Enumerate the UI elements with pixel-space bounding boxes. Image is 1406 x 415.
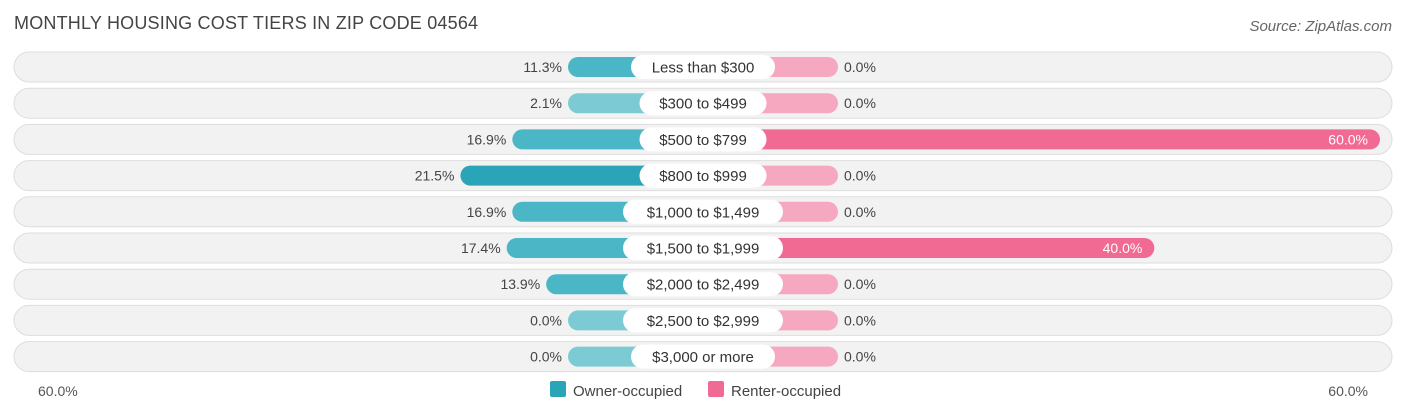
value-label-renter: 60.0% — [1328, 131, 1368, 147]
value-label-renter: 0.0% — [844, 349, 876, 365]
value-label-owner: 16.9% — [467, 204, 507, 220]
value-label-renter: 40.0% — [1103, 240, 1143, 256]
value-label-owner: 17.4% — [461, 240, 501, 256]
legend-label-owner: Owner-occupied — [573, 383, 682, 400]
category-pill — [623, 199, 783, 224]
category-label: $2,500 to $2,999 — [647, 313, 760, 330]
chart-source: Source: ZipAtlas.com — [1249, 18, 1392, 35]
bar-renter — [703, 238, 1155, 258]
category-pill — [623, 272, 783, 297]
bar-renter — [703, 129, 1380, 150]
value-label-owner: 13.9% — [500, 276, 540, 292]
value-label-owner: 16.9% — [467, 131, 507, 147]
category-label: $3,000 or more — [652, 349, 754, 366]
value-label-renter: 0.0% — [844, 59, 876, 75]
value-label-owner: 11.3% — [523, 59, 562, 75]
category-label: $800 to $999 — [659, 168, 747, 185]
value-label-owner: 21.5% — [415, 168, 455, 184]
axis-label-left: 60.0% — [38, 383, 78, 399]
legend-swatch-owner — [550, 381, 566, 397]
category-pill — [631, 55, 775, 79]
category-pill — [623, 308, 783, 333]
value-label-owner: 0.0% — [530, 349, 562, 365]
category-label: $1,000 to $1,499 — [647, 204, 760, 221]
category-pill — [623, 236, 783, 260]
category-pill — [639, 91, 767, 116]
value-label-owner: 2.1% — [530, 95, 562, 111]
category-label: $500 to $799 — [659, 132, 747, 149]
chart-rows: 11.3% 0.0% Less than $300 2.1% 0.0% $300 to $… — [13, 51, 1393, 373]
legend-label-renter: Renter-occupied — [731, 383, 841, 400]
value-label-renter: 0.0% — [844, 312, 876, 328]
category-pill — [631, 344, 775, 369]
value-label-owner: 0.0% — [530, 312, 562, 328]
value-label-renter: 0.0% — [844, 95, 876, 111]
value-label-renter: 0.0% — [844, 204, 876, 220]
value-label-renter: 0.0% — [844, 168, 876, 184]
category-pill — [639, 163, 767, 188]
value-label-renter: 0.0% — [844, 276, 876, 292]
category-pill — [639, 127, 767, 152]
axis-label-right: 60.0% — [1328, 383, 1368, 399]
legend-swatch-renter — [708, 381, 724, 397]
category-label: $300 to $499 — [659, 96, 747, 113]
category-label: $1,500 to $1,999 — [647, 241, 760, 258]
category-label: Less than $300 — [652, 60, 755, 77]
legend: Owner-occupied Renter-occupied — [550, 381, 841, 400]
category-label: $2,000 to $2,499 — [647, 277, 760, 294]
chart-title: MONTHLY HOUSING COST TIERS IN ZIP CODE 0… — [14, 13, 478, 33]
